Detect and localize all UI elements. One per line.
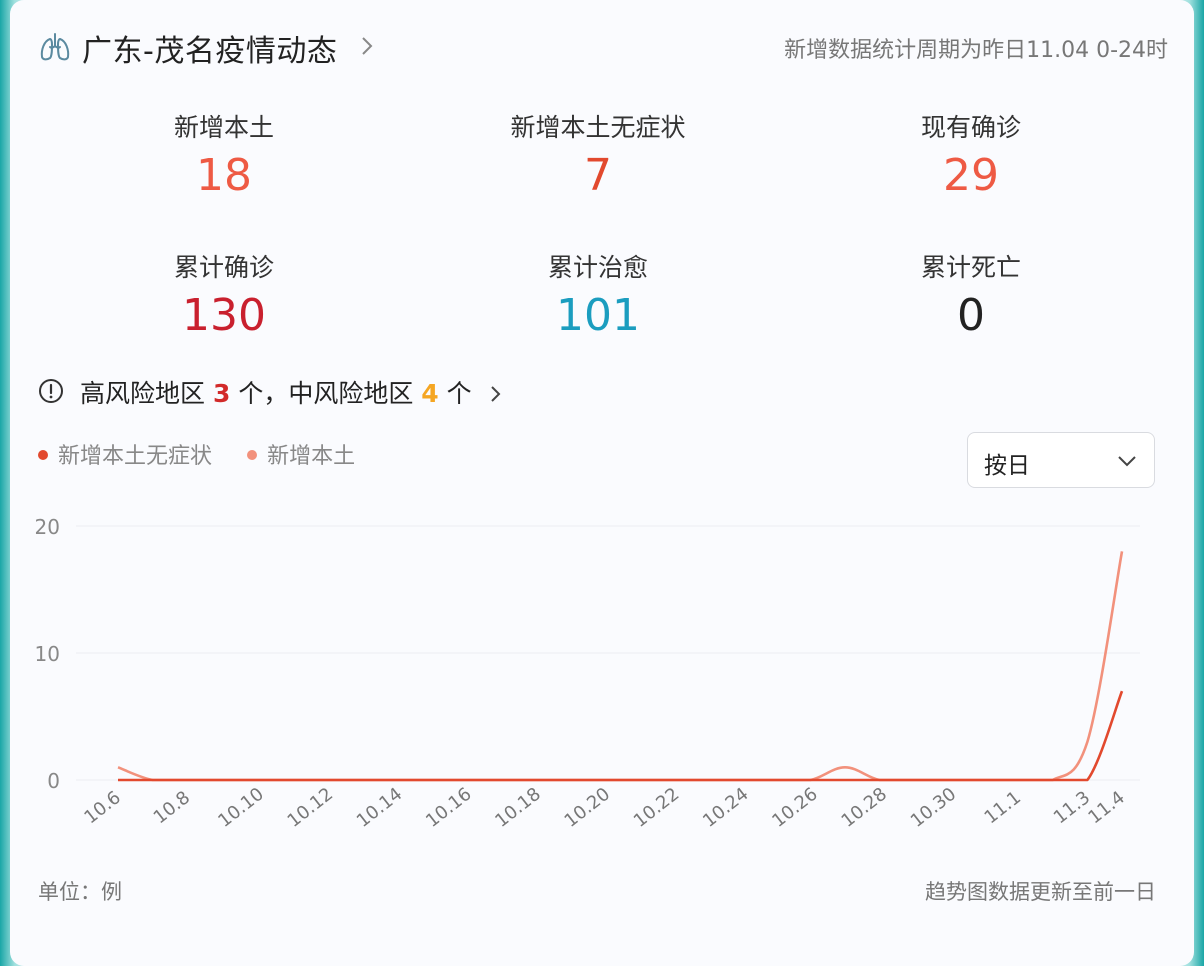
stat-label: 新增本土 xyxy=(173,113,274,142)
stat-value: 130 xyxy=(182,290,266,341)
card-title[interactable]: 广东-茂名疫情动态 xyxy=(82,34,338,69)
series-line-local xyxy=(117,551,1124,782)
stat-total-confirmed: 累计确诊 130 xyxy=(74,248,374,342)
period-note: 新增数据统计周期为昨日11.04 0-24时 xyxy=(784,38,1168,63)
legend-label: 新增本土无症状 xyxy=(58,444,213,469)
y-tick-label: 10 xyxy=(35,642,60,666)
legend-item-asymptomatic[interactable]: 新增本土无症状 xyxy=(38,438,212,470)
stat-value: 29 xyxy=(943,150,999,201)
stat-label: 现有确诊 xyxy=(920,113,1021,142)
risk-area-link[interactable]: 高风险地区 3 个，中风险地区 4 个 xyxy=(38,372,598,412)
risk-middle: 个，中风险地区 xyxy=(238,379,414,408)
unit-note: 单位：例 xyxy=(38,880,122,904)
stat-total-deaths: 累计死亡 0 xyxy=(821,248,1121,342)
stat-total-cured: 累计治愈 101 xyxy=(448,248,748,342)
stat-label: 累计确诊 xyxy=(173,253,274,282)
x-tick-label: 10.30 xyxy=(907,784,961,832)
legend-dot xyxy=(38,450,48,460)
stat-value: 0 xyxy=(957,290,985,341)
stat-value: 7 xyxy=(584,150,612,201)
series-line-asymptomatic xyxy=(118,690,1124,782)
chevron-right-icon[interactable] xyxy=(488,383,504,405)
x-tick-label: 10.16 xyxy=(422,784,476,832)
x-tick-label: 10.22 xyxy=(630,784,684,832)
stat-value: 18 xyxy=(196,150,252,201)
risk-suffix: 个 xyxy=(446,379,472,408)
chevron-down-icon xyxy=(1118,456,1136,467)
stat-new-asymptomatic: 新增本土无症状 7 xyxy=(448,108,748,202)
stat-value: 101 xyxy=(556,290,640,341)
x-tick-label: 11.3 xyxy=(1050,787,1095,828)
y-tick-label: 0 xyxy=(47,769,60,793)
x-tick-label: 10.12 xyxy=(284,784,338,832)
period-select[interactable]: 按日 xyxy=(967,432,1155,488)
epidemic-card: 广东-茂名疫情动态 新增数据统计周期为昨日11.04 0-24时 新增本土 18… xyxy=(10,0,1194,966)
x-tick-label: 10.28 xyxy=(838,784,892,832)
x-tick-label: 11.4 xyxy=(1084,787,1129,828)
legend-dot xyxy=(247,450,258,460)
risk-text[interactable]: 高风险地区 3 个，中风险地区 4 个 xyxy=(80,374,504,410)
high-risk-count: 3 xyxy=(212,379,231,408)
chart-legend: 新增本土无症状 新增本土 xyxy=(38,438,385,470)
x-tick-label: 11.1 xyxy=(980,787,1025,828)
stat-label: 新增本土无症状 xyxy=(510,113,686,142)
update-note: 趋势图数据更新至前一日 xyxy=(925,880,1156,904)
y-tick-label: 20 xyxy=(35,515,60,539)
stat-label: 累计治愈 xyxy=(547,253,648,282)
x-tick-label: 10.8 xyxy=(150,787,195,828)
risk-prefix: 高风险地区 xyxy=(80,379,206,408)
period-select-value: 按日 xyxy=(984,453,1030,479)
alert-circle-icon xyxy=(39,379,63,403)
card-header[interactable]: 广东-茂名疫情动态 新增数据统计周期为昨日11.04 0-24时 xyxy=(38,22,1168,69)
legend-item-local[interactable]: 新增本土 xyxy=(247,438,355,470)
stat-new-local: 新增本土 18 xyxy=(74,108,374,202)
x-tick-label: 10.6 xyxy=(80,787,125,828)
x-tick-label: 10.24 xyxy=(699,784,753,832)
trend-chart: 0 10 20 10.6 10.8 10.10 10.12 10.14 10.16 10.18 10… xyxy=(35,515,1140,832)
chevron-right-icon[interactable] xyxy=(356,32,378,60)
x-tick-label: 10.14 xyxy=(353,784,407,832)
legend-label: 新增本土 xyxy=(267,444,356,469)
stat-label: 累计死亡 xyxy=(920,253,1021,282)
mid-risk-count: 4 xyxy=(421,379,439,408)
lungs-icon xyxy=(40,33,70,61)
x-tick-label: 10.10 xyxy=(214,784,268,832)
x-tick-label: 10.20 xyxy=(561,784,615,832)
x-tick-label: 10.26 xyxy=(768,784,822,832)
x-tick-label: 10.18 xyxy=(491,784,545,832)
stat-current-confirmed: 现有确诊 29 xyxy=(821,108,1121,202)
